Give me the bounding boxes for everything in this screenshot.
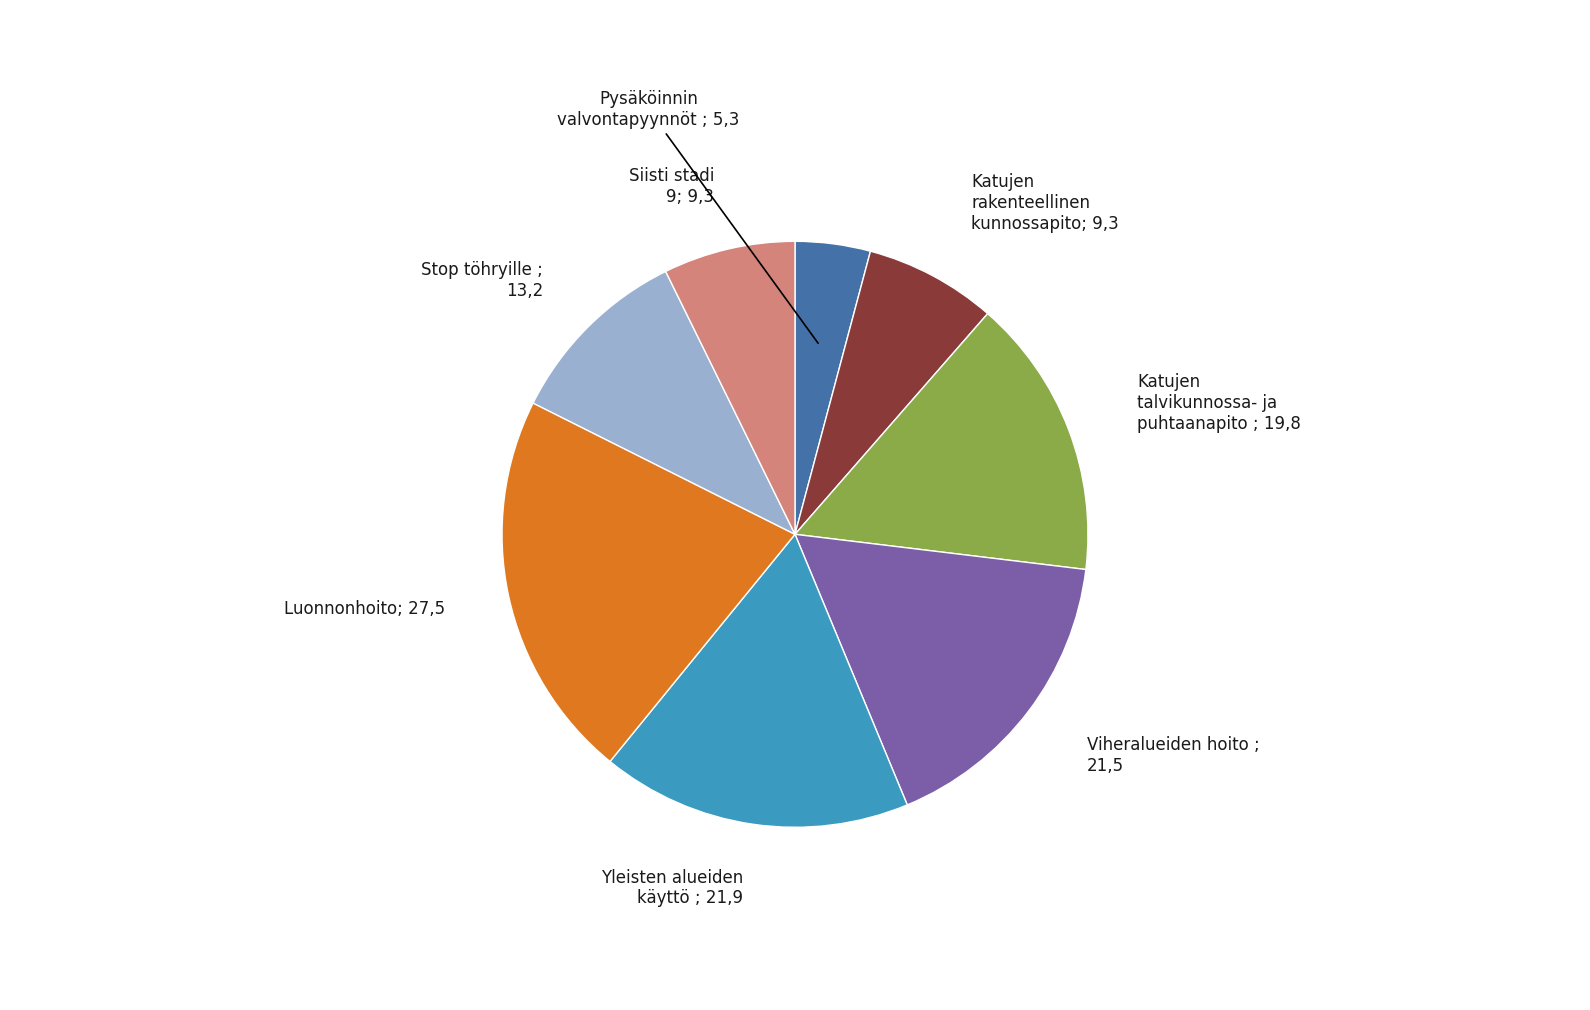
Text: Katujen
talvikunnossa- ja
puhtaanapito ; 19,8: Katujen talvikunnossa- ja puhtaanapito ;…	[1137, 374, 1301, 433]
Wedge shape	[611, 534, 908, 827]
Text: Luonnonhoito; 27,5: Luonnonhoito; 27,5	[285, 600, 445, 618]
Wedge shape	[795, 314, 1088, 570]
Wedge shape	[666, 241, 795, 534]
Wedge shape	[533, 272, 795, 534]
Wedge shape	[795, 241, 870, 534]
Wedge shape	[795, 251, 987, 534]
Text: Viheralueiden hoito ;
21,5: Viheralueiden hoito ; 21,5	[1088, 736, 1259, 775]
Wedge shape	[502, 403, 795, 762]
Text: Stop töhryille ;
13,2: Stop töhryille ; 13,2	[421, 262, 544, 300]
Text: Katujen
rakenteellinen
kunnossapito; 9,3: Katujen rakenteellinen kunnossapito; 9,3	[971, 174, 1119, 233]
Text: Yleisten alueiden
käyttö ; 21,9: Yleisten alueiden käyttö ; 21,9	[601, 869, 744, 907]
Text: Pysäköinnin
valvontapyynnöt ; 5,3: Pysäköinnin valvontapyynnöt ; 5,3	[558, 90, 819, 343]
Wedge shape	[795, 534, 1086, 805]
Text: Siisti stadi
9; 9,3: Siisti stadi 9; 9,3	[628, 167, 714, 206]
